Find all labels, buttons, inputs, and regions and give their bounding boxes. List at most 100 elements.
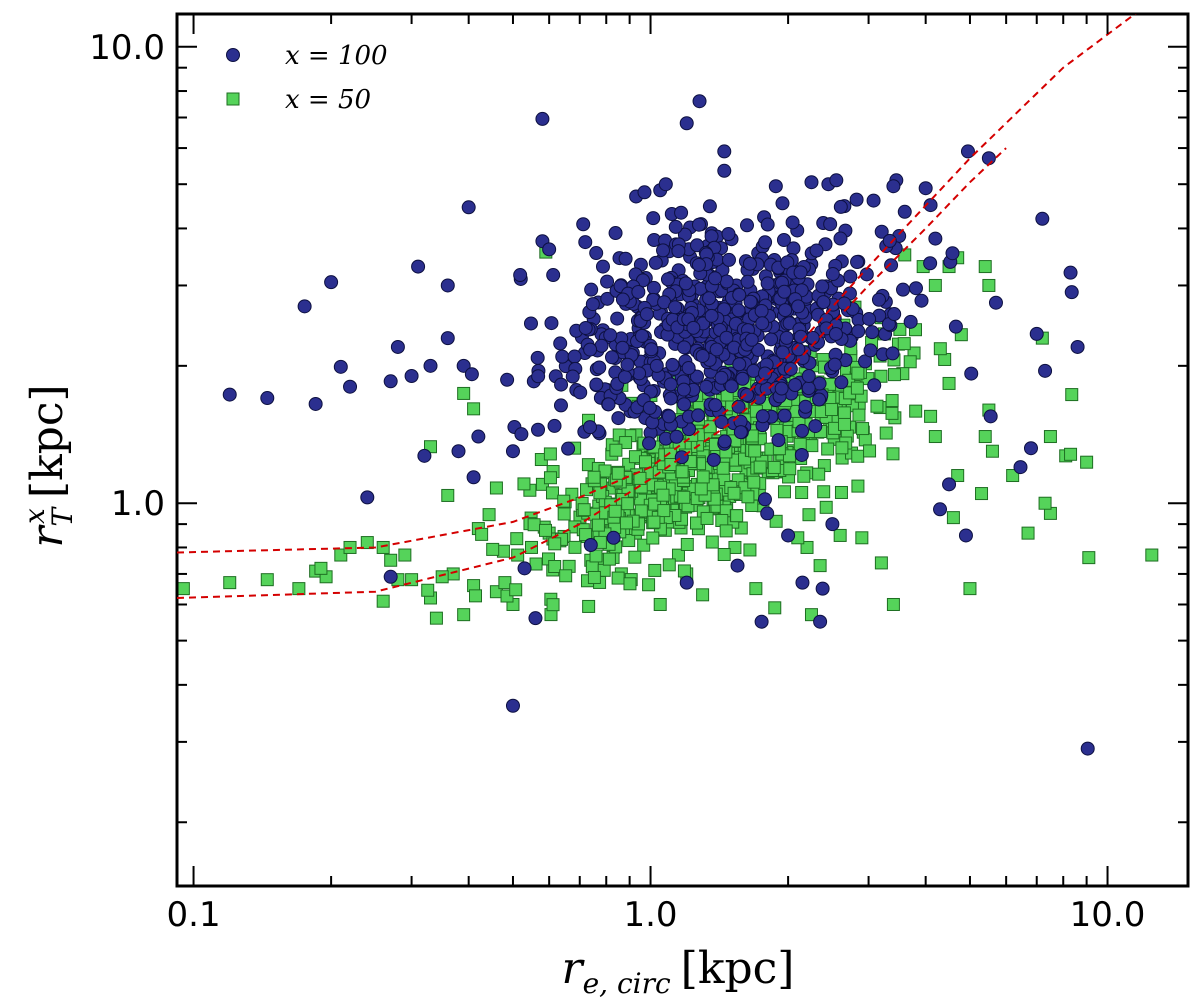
data-point-square	[642, 578, 656, 592]
data-point-square	[677, 564, 691, 578]
data-point-square	[783, 462, 797, 476]
data-point-square	[805, 439, 819, 453]
data-point-circle	[618, 251, 633, 266]
data-point-circle	[804, 175, 819, 190]
data-point-square	[648, 563, 662, 577]
data-point-circle	[1035, 211, 1050, 226]
data-point-circle	[731, 303, 746, 318]
data-point-circle	[777, 284, 792, 299]
data-point-circle	[471, 429, 486, 444]
data-point-circle	[642, 436, 657, 451]
data-point-square	[545, 486, 559, 500]
data-point-circle	[805, 330, 820, 345]
data-point-square	[582, 599, 596, 613]
data-point-square	[446, 567, 460, 581]
data-point-square	[585, 560, 599, 574]
data-point-circle	[775, 196, 790, 211]
data-point-square	[653, 597, 667, 611]
data-point-circle	[717, 163, 732, 178]
data-point-circle	[456, 358, 471, 373]
data-point-circle	[676, 382, 691, 397]
data-point-circle	[513, 268, 528, 283]
data-point-circle	[1029, 326, 1044, 341]
data-point-circle	[897, 204, 912, 219]
data-point-circle	[595, 259, 610, 274]
data-point-square	[482, 508, 496, 522]
data-point-circle	[774, 381, 789, 396]
data-point-square	[467, 402, 481, 416]
data-point-square	[825, 403, 839, 417]
data-point-circle	[674, 450, 689, 465]
legend-label: x = 50	[285, 85, 371, 115]
x-tick-label: 10.0	[1070, 895, 1146, 935]
data-point-square	[646, 531, 660, 545]
data-point-circle	[646, 280, 661, 295]
data-point-circle	[768, 179, 783, 194]
data-point-square	[657, 504, 671, 518]
data-point-circle	[423, 358, 438, 373]
data-point-square	[559, 569, 573, 583]
data-point-circle	[721, 252, 736, 267]
data-point-circle	[742, 256, 757, 271]
data-point-circle	[600, 291, 615, 306]
data-point-square	[856, 422, 870, 436]
data-point-circle	[648, 255, 663, 270]
data-point-circle	[573, 385, 588, 400]
data-point-circle	[885, 346, 900, 361]
data-point-circle	[360, 490, 375, 505]
data-point-square	[609, 443, 623, 457]
data-point-circle	[417, 448, 432, 463]
data-point-circle	[833, 231, 848, 246]
data-point-square	[498, 576, 512, 590]
data-point-square	[696, 470, 710, 484]
data-point-square	[730, 509, 744, 523]
data-point-circle	[589, 246, 604, 261]
data-point-square	[833, 528, 847, 542]
data-point-square	[777, 485, 791, 499]
data-point-circle	[923, 198, 938, 213]
data-point-circle	[1080, 741, 1095, 756]
data-point-square	[421, 583, 435, 597]
data-point-circle	[823, 217, 838, 232]
data-point-square	[885, 394, 899, 408]
data-point-circle	[739, 218, 754, 233]
data-point-square	[924, 409, 938, 423]
data-point-circle	[620, 357, 635, 372]
data-point-square	[855, 531, 869, 545]
data-point-circle	[695, 348, 710, 363]
data-point-circle	[863, 343, 878, 358]
data-point-circle	[764, 332, 779, 347]
plot-frame	[175, 12, 1190, 888]
data-point-circle	[668, 300, 683, 315]
data-point-square	[662, 558, 676, 572]
data-point-circle	[690, 369, 705, 384]
data-point-circle	[834, 375, 849, 390]
data-point-square	[457, 386, 471, 400]
data-point-circle	[983, 409, 998, 424]
data-point-square	[837, 417, 851, 431]
data-point-square	[795, 486, 809, 500]
data-point-square	[621, 497, 635, 511]
data-point-circle	[678, 276, 693, 291]
data-point-circle	[528, 611, 543, 626]
data-point-square	[360, 536, 374, 550]
data-point-square	[951, 469, 965, 483]
data-point-circle	[661, 409, 676, 424]
data-point-circle	[771, 433, 786, 448]
data-point-circle	[649, 358, 664, 373]
data-point-circle	[610, 311, 625, 326]
data-point-circle	[617, 369, 632, 384]
fit-line-1	[177, 14, 1137, 554]
data-point-circle	[674, 205, 689, 220]
data-point-circle	[461, 200, 476, 215]
data-point-circle	[531, 422, 546, 437]
data-point-circle	[1038, 363, 1053, 378]
data-point-square	[628, 550, 642, 564]
data-point-square	[985, 444, 999, 458]
data-point-square	[851, 449, 865, 463]
data-point-circle	[615, 292, 630, 307]
data-point-circle	[793, 329, 808, 344]
data-point-circle	[871, 292, 886, 307]
data-point-circle	[681, 360, 696, 375]
